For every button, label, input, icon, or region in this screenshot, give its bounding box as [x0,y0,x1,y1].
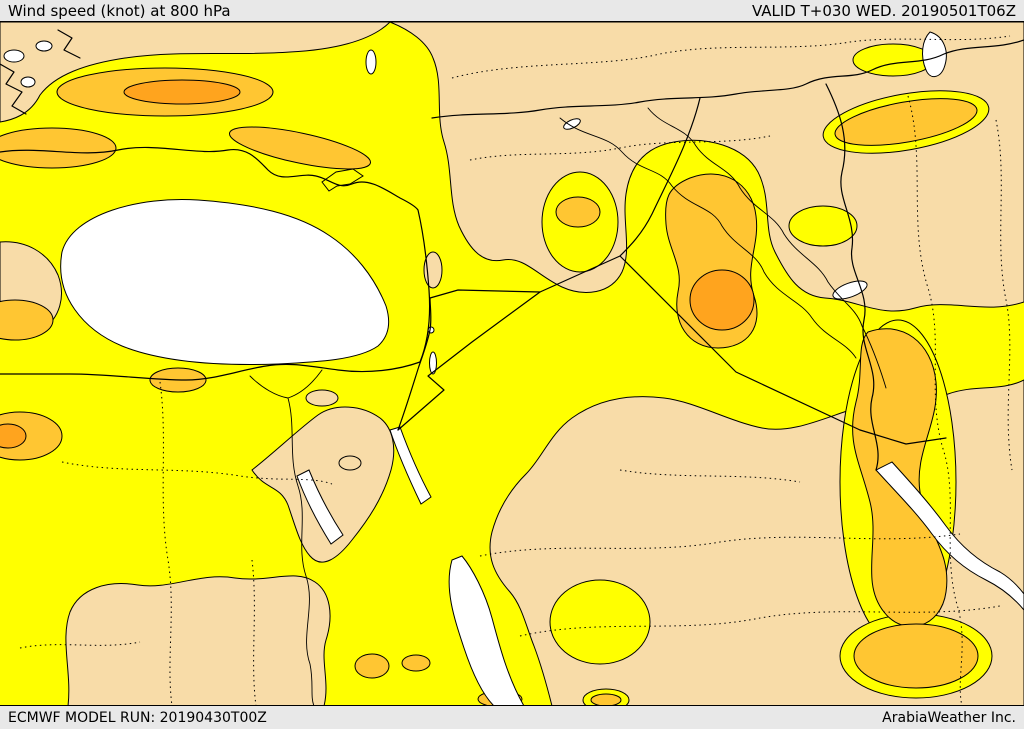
coastlines-and-borders [0,29,1024,705]
west-desert-very-strong-core [0,423,27,449]
brand-label: ArabiaWeather Inc. [882,709,1016,726]
small-light-patch [338,455,362,471]
northeast-strong-band [834,98,978,146]
syria-strong-spot [555,196,601,228]
aegean-island-2 [20,76,36,88]
dotted-boundary-saudi-1 [479,533,961,557]
lebanon-light-patch [423,251,443,289]
aegean-island-1 [3,49,25,63]
map-title: Wind speed (knot) at 800 hPa [8,1,231,20]
header-bar: Wind speed (knot) at 800 hPa VALID T+030… [0,0,1024,22]
nafud-moderate-patch [549,579,651,665]
jordan-river-border [418,297,432,367]
calm-regions [3,31,1024,705]
valid-time-label: VALID T+030 WED. 20190501T06Z [751,1,1016,20]
model-run-label: ECMWF MODEL RUN: 20190430T00Z [8,709,267,726]
nile-delta-east [287,369,323,399]
dotted-boundary-saudi-3 [619,469,801,483]
red-sea-hills-strong-spot-1 [354,653,390,679]
footer-bar: ECMWF MODEL RUN: 20190430T00Z ArabiaWeat… [0,705,1024,729]
anatolia-moderate-patch [852,43,934,77]
dotted-boundary-iran-1 [907,95,963,705]
southeast-strong-patch [853,623,979,689]
aegean-coast-squiggle-2 [57,29,81,59]
syria-iraq-border [619,97,701,257]
dotted-boundary-saudi-2 [519,605,1001,637]
aegean-coast-squiggle-1 [0,63,27,115]
west-desert-strong-patch [0,411,63,461]
egypt-israel-border [397,365,420,431]
iran-border [825,83,879,471]
dotted-boundary-anatolia-1 [451,35,1011,79]
east-mediterranean-calm-region [60,198,390,365]
wind-speed-map [0,22,1024,705]
sinai-light-region [251,406,395,563]
caspian-corner [922,31,947,77]
anatolia-very-strong-core [123,79,241,105]
iraq-very-strong-core [689,269,755,331]
red-sea-hills-strong-spot-2 [401,654,431,672]
aegean-island-3 [35,40,53,52]
euphrates-river [559,117,857,359]
gulf-of-aqaba [389,426,432,505]
red-sea-calm-region [448,555,525,705]
jordan-saudi-border [397,291,541,431]
delta-south-light-patch [305,389,339,407]
persian-gulf [875,461,1024,611]
tigris-river [647,107,887,389]
anatolia-light-strip [0,22,391,123]
dead-sea [429,351,437,375]
mediterranean-coastline [0,146,431,381]
west-anatolia-strong-band [0,127,117,169]
nile-delta-west [249,375,289,399]
dotted-boundary-iran-2 [995,119,1013,471]
red-sea-strong-spot-4 [590,693,622,705]
jordan-iraq-saudi-border [429,255,861,431]
dotted-boundary-egypt-3 [251,559,257,705]
gulf-of-suez [296,469,344,545]
south-egypt-light-region [65,575,331,705]
dotted-boundary-anatolia-2 [469,135,771,161]
lake-tharthar [832,280,868,300]
dotted-boundary-egypt-4 [19,641,141,649]
cyprus-island [321,168,364,192]
left-edge-strong-patch [0,299,54,341]
admin-boundaries [19,35,1013,705]
taurus-strong-band [229,126,371,170]
turkey-syria-border [431,39,1024,119]
map-area [0,22,1024,705]
lake-tuz [365,49,377,75]
kuwait-border [859,429,947,445]
nineveh-moderate-patch [788,205,858,247]
nile-river [287,397,315,705]
dotted-boundary-egypt-2 [61,461,333,485]
